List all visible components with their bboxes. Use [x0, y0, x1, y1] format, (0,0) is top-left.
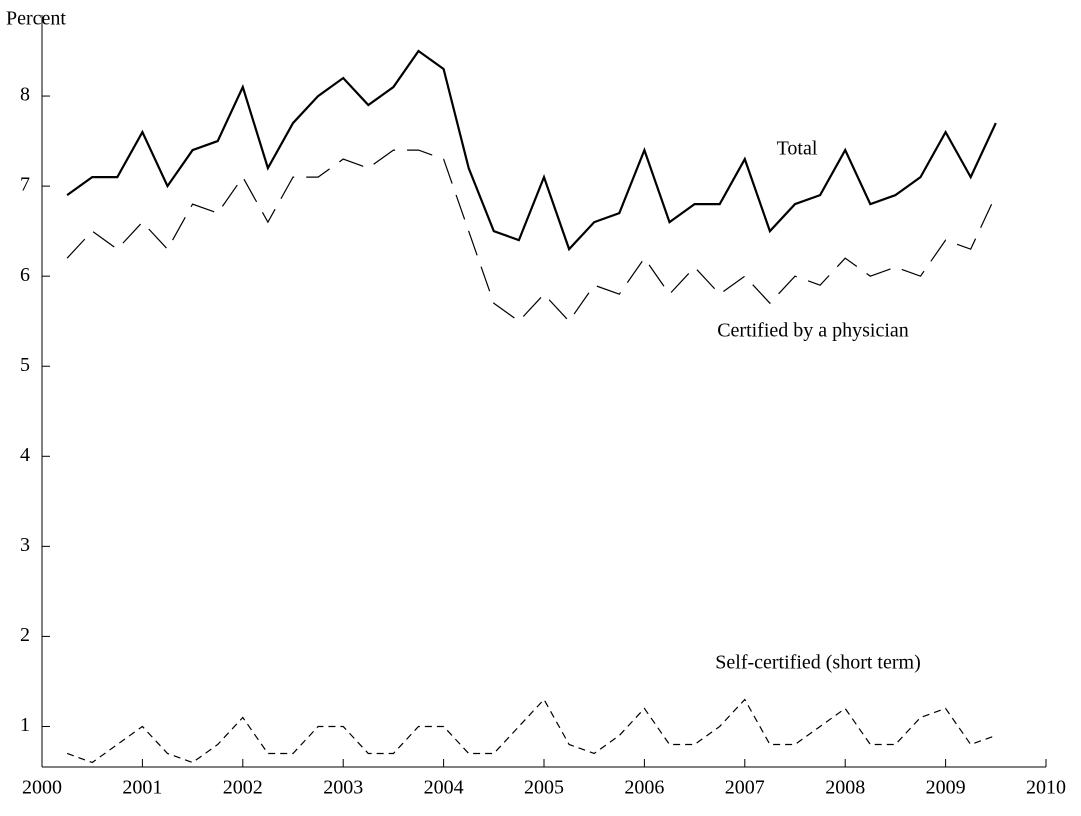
series-line	[66, 49, 997, 252]
x-tick-label: 2008	[825, 777, 865, 799]
x-tick-label: 2003	[323, 777, 363, 799]
x-tick-label: 2009	[926, 777, 966, 799]
x-tick-label: 2002	[223, 777, 263, 799]
series-line	[66, 698, 997, 764]
y-tick-label: 6	[20, 264, 30, 286]
series-label: Self-certified (short term)	[715, 652, 920, 674]
y-tick-label: 7	[20, 174, 30, 196]
y-axis-label: Percent	[6, 8, 66, 30]
x-tick-label: 2001	[122, 777, 162, 799]
series-line	[66, 149, 997, 323]
y-tick-label: 4	[20, 444, 30, 466]
series-label: Certified by a physician	[717, 320, 909, 342]
x-tick-label: 2000	[22, 777, 62, 799]
x-tick-label: 2005	[524, 777, 564, 799]
y-tick-label: 1	[20, 714, 30, 736]
series-label: Total	[777, 138, 818, 160]
y-tick-label: 8	[20, 84, 30, 106]
x-tick-label: 2004	[424, 777, 464, 799]
x-tick-label: 2010	[1026, 777, 1066, 799]
y-tick-label: 3	[20, 534, 30, 556]
x-tick-label: 2006	[624, 777, 664, 799]
y-tick-label: 2	[20, 624, 30, 646]
x-tick-label: 2007	[725, 777, 765, 799]
y-tick-label: 5	[20, 354, 30, 376]
